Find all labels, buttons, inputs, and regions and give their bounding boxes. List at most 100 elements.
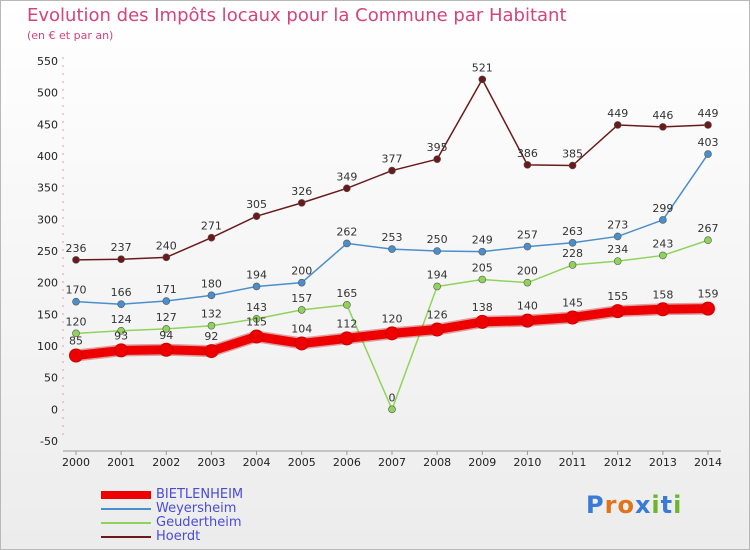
x-tick-label: 2005 (288, 456, 316, 469)
legend-swatch-weyersheim (101, 508, 151, 510)
data-point-geudertheim (613, 257, 622, 265)
x-tick-label: 2002 (152, 456, 180, 469)
logo-letter: P (586, 491, 605, 519)
data-point-bietlenheim (159, 342, 174, 357)
data-label-geudertheim: 267 (698, 222, 719, 235)
data-label-bietlenheim: 92 (204, 330, 218, 343)
x-tick-label: 2000 (62, 456, 90, 469)
data-point-weyersheim (117, 300, 125, 309)
data-label-geudertheim: 0 (389, 391, 396, 404)
legend-label-bietlenheim: BIETLENHEIM (156, 487, 244, 502)
legend-swatch-hoerdt (101, 536, 151, 538)
data-label-hoerdt: 386 (517, 147, 538, 160)
data-label-hoerdt: 377 (382, 153, 403, 166)
data-point-bietlenheim (610, 304, 625, 319)
chart-title: Evolution des Impôts locaux pour la Comm… (27, 5, 567, 26)
data-point-weyersheim (252, 282, 261, 291)
data-point-bietlenheim (69, 348, 83, 363)
data-point-hoerdt (388, 166, 396, 175)
chart-subtitle: (en € et par an) (27, 29, 114, 42)
data-label-bietlenheim: 85 (69, 335, 83, 348)
data-label-weyersheim: 200 (291, 265, 312, 278)
y-tick-label: 400 (37, 150, 58, 163)
y-tick-label: 150 (37, 308, 58, 321)
data-label-hoerdt: 305 (246, 198, 267, 211)
data-point-hoerdt (659, 123, 667, 131)
data-point-hoerdt (343, 184, 351, 193)
x-tick-label: 2006 (333, 456, 361, 469)
proxiti-logo: Proxiti (586, 491, 682, 519)
legend-label-geudertheim: Geudertheim (156, 515, 242, 530)
y-tick-label: 500 (37, 87, 58, 100)
data-label-bietlenheim: 159 (698, 288, 719, 301)
data-point-hoerdt (72, 256, 80, 264)
legend-label-weyersheim: Weyersheim (156, 501, 237, 516)
data-point-weyersheim (162, 297, 171, 305)
data-label-hoerdt: 395 (427, 141, 448, 154)
data-point-bietlenheim (114, 343, 129, 358)
data-label-weyersheim: 403 (698, 136, 719, 149)
data-label-geudertheim: 165 (336, 287, 357, 300)
data-label-weyersheim: 250 (427, 233, 448, 246)
data-label-geudertheim: 243 (652, 237, 673, 250)
y-tick-label: 550 (37, 55, 58, 68)
data-label-weyersheim: 257 (517, 229, 538, 242)
data-point-geudertheim (659, 251, 667, 260)
data-label-geudertheim: 143 (246, 301, 267, 314)
data-label-weyersheim: 170 (66, 284, 87, 297)
data-label-hoerdt: 521 (472, 61, 493, 74)
x-tick-label: 2011 (559, 456, 587, 469)
data-point-weyersheim (388, 245, 396, 253)
data-point-geudertheim (72, 329, 80, 338)
data-point-hoerdt (162, 253, 171, 262)
y-tick-label: 350 (37, 182, 58, 195)
data-label-hoerdt: 240 (156, 239, 177, 252)
data-label-geudertheim: 234 (607, 243, 628, 256)
data-label-bietlenheim: 126 (427, 309, 448, 322)
data-point-bietlenheim (339, 331, 354, 346)
data-point-weyersheim (343, 239, 351, 248)
y-tick-label: 450 (37, 118, 58, 131)
data-label-hoerdt: 326 (291, 185, 312, 198)
data-point-bietlenheim (204, 344, 219, 359)
data-label-weyersheim: 166 (111, 286, 132, 299)
data-point-weyersheim (568, 238, 577, 247)
data-point-hoerdt (704, 121, 712, 129)
data-label-bietlenheim: 94 (159, 329, 173, 342)
data-label-bietlenheim: 138 (472, 301, 493, 314)
data-point-weyersheim (207, 291, 216, 300)
x-tick-label: 2003 (197, 456, 225, 469)
data-point-geudertheim (162, 325, 171, 333)
data-label-geudertheim: 194 (427, 268, 448, 281)
data-point-weyersheim (704, 150, 712, 158)
data-label-bietlenheim: 158 (652, 288, 673, 301)
logo-letter: x (634, 491, 652, 519)
data-label-weyersheim: 299 (652, 202, 673, 215)
x-tick-label: 2007 (378, 456, 406, 469)
data-point-bietlenheim (655, 302, 670, 317)
data-point-bietlenheim (249, 329, 264, 344)
data-point-geudertheim (297, 306, 306, 314)
data-label-geudertheim: 228 (562, 247, 583, 260)
data-label-weyersheim: 194 (246, 268, 267, 281)
x-tick-label: 2009 (468, 456, 496, 469)
data-label-bietlenheim: 145 (562, 297, 583, 310)
y-tick-label: 300 (37, 213, 58, 226)
logo-letter: t (660, 491, 674, 519)
data-label-hoerdt: 449 (698, 107, 719, 120)
data-label-weyersheim: 273 (607, 218, 628, 231)
x-tick-label: 2013 (649, 456, 677, 469)
logo-letter: i (651, 491, 661, 519)
data-point-hoerdt (252, 212, 261, 220)
y-tick-label: 0 (51, 403, 58, 416)
data-point-geudertheim (568, 261, 577, 269)
data-point-bietlenheim (701, 301, 715, 316)
x-tick-label: 2014 (694, 456, 722, 469)
data-point-hoerdt (297, 199, 306, 207)
y-tick-label: 250 (37, 245, 58, 258)
data-point-weyersheim (478, 247, 487, 256)
data-point-weyersheim (297, 278, 306, 287)
data-point-geudertheim (433, 282, 441, 291)
data-label-geudertheim: 205 (472, 262, 493, 275)
